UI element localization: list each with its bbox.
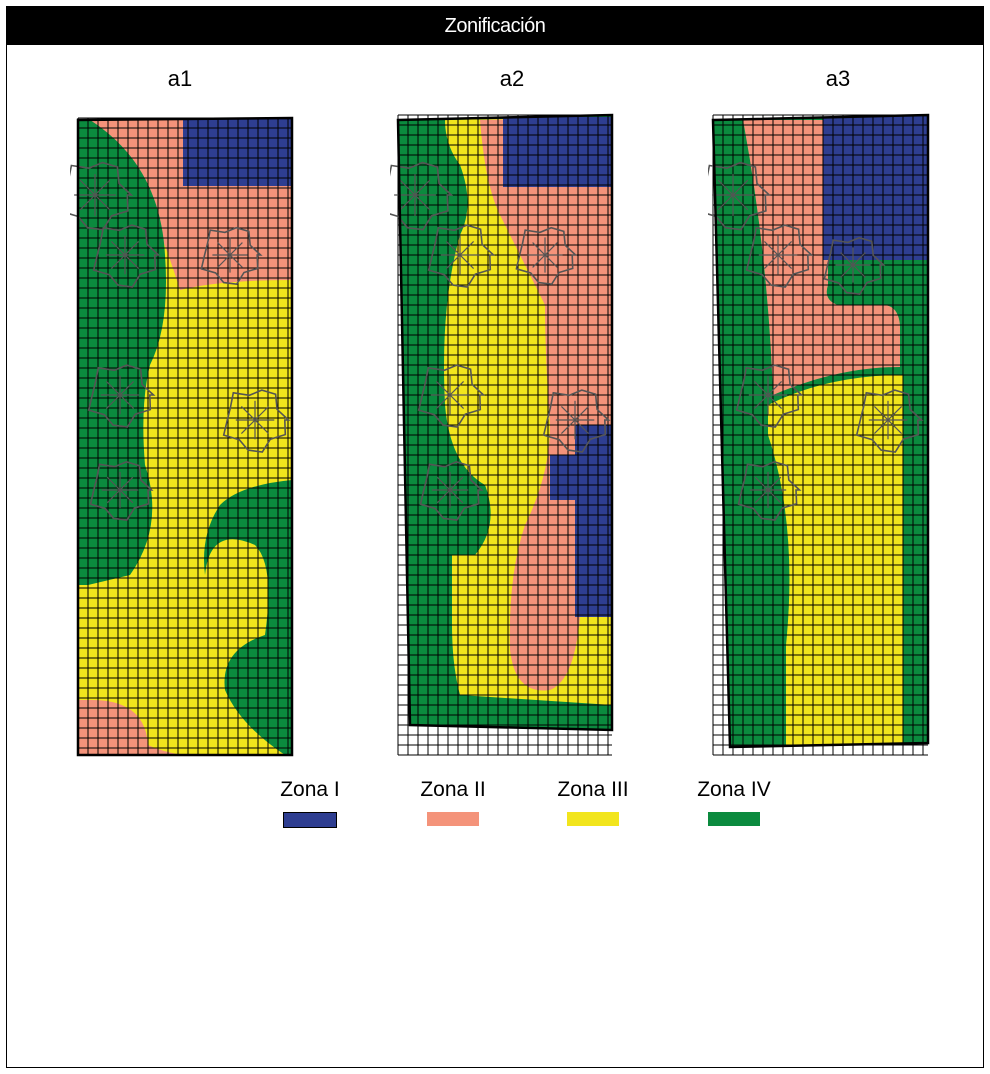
legend-swatch [567, 812, 619, 826]
lot-outline [711, 113, 930, 749]
tree-canopy-icon [417, 364, 486, 428]
grid-lines [712, 114, 928, 756]
tree-canopy-icon [745, 224, 814, 288]
tree-canopy-icon [855, 389, 924, 453]
legend-swatch [283, 812, 337, 828]
zoning-plan-a3 [708, 113, 930, 756]
zone-ii-area [78, 700, 292, 755]
tree-canopy-icon [427, 224, 496, 288]
legend-item-zona-ii: Zona II [408, 778, 498, 826]
zoning-plan-a2 [390, 113, 614, 756]
lot-outline [76, 116, 294, 757]
zone-iv-area [204, 480, 292, 755]
tree-canopy-icon [542, 389, 611, 453]
tree-canopy-icon [222, 389, 291, 453]
panel-label-a3: a3 [825, 66, 851, 91]
zone-iv-area [78, 120, 166, 585]
legend-label: Zona I [280, 778, 340, 801]
legend-label: Zona IV [697, 778, 771, 801]
zone-i-area [823, 115, 928, 260]
tree-canopy-icon [89, 460, 154, 521]
tree-canopies [708, 161, 924, 521]
legend-item-zona-i: Zona I [270, 778, 350, 828]
tree-canopy-icon [515, 226, 578, 286]
tree-canopies [70, 161, 291, 521]
tree-canopy-icon [70, 161, 134, 231]
zoning-plan-a1 [70, 116, 294, 757]
lot-outline [396, 113, 614, 732]
tree-canopy-icon [708, 161, 772, 231]
tree-canopy-icon [200, 226, 263, 286]
tree-canopy-icon [735, 364, 804, 428]
legend-label: Zona III [557, 778, 629, 801]
zone-iii-area [768, 375, 903, 747]
legend-swatch [708, 812, 760, 826]
panel-label-a1: a1 [167, 66, 193, 91]
figure-title: Zonificación [7, 7, 983, 45]
tree-canopies [390, 161, 611, 521]
tree-canopy-icon [92, 224, 161, 288]
panel-label-a2: a2 [499, 66, 525, 91]
legend-item-zona-iv: Zona IV [684, 778, 784, 826]
tree-canopy-icon [87, 364, 156, 428]
legend-swatch [427, 812, 479, 826]
zone-i-area [550, 425, 612, 617]
tree-canopy-icon [823, 236, 886, 296]
tree-canopy-icon [390, 161, 454, 231]
zone-ii-area [743, 120, 900, 395]
legend-label: Zona II [420, 778, 486, 801]
tree-canopy-icon [419, 460, 484, 521]
legend-item-zona-iii: Zona III [543, 778, 643, 826]
tree-canopy-icon [737, 460, 802, 521]
